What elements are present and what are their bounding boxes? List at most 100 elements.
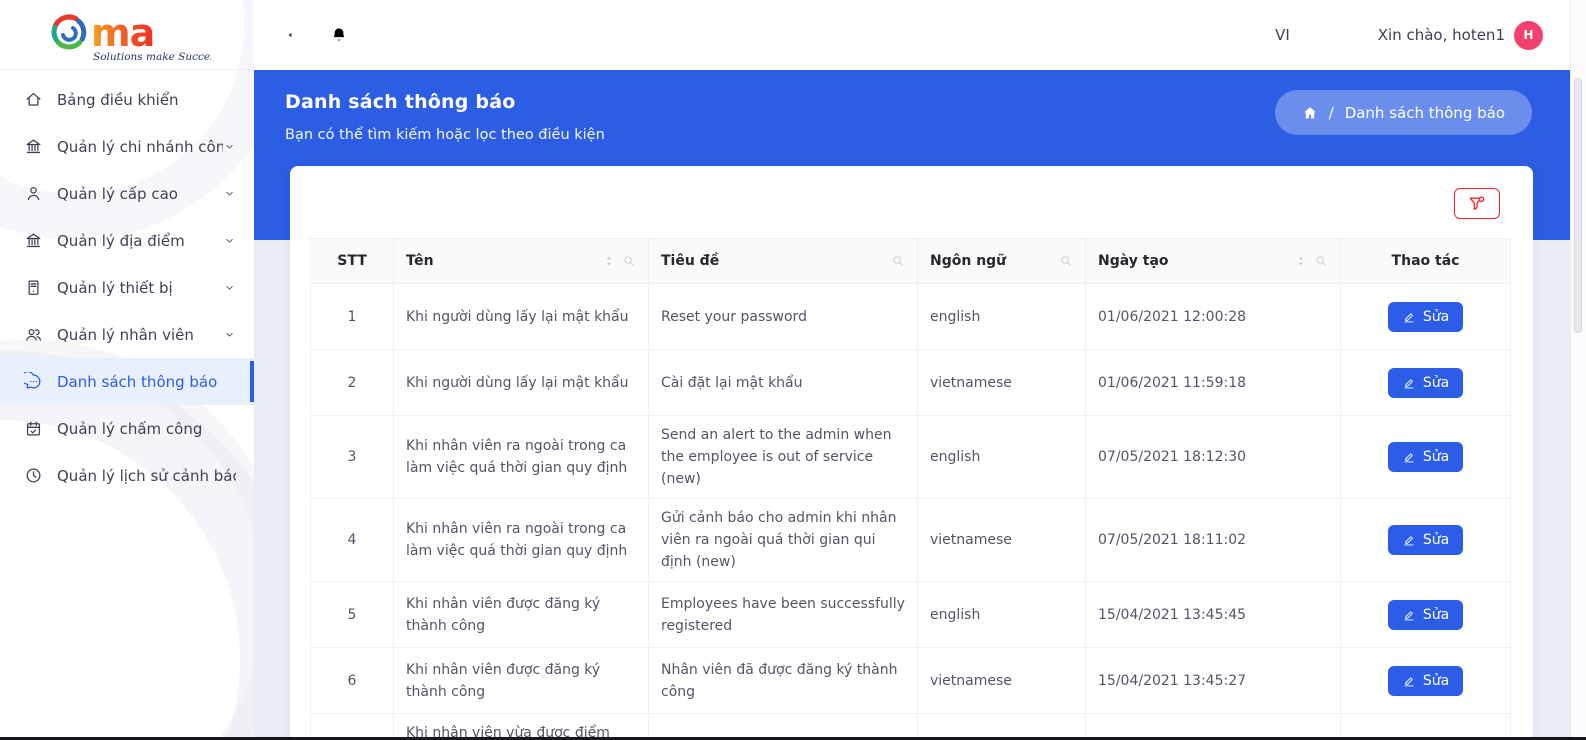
logo-tagline: Solutions make Success	[93, 51, 211, 63]
cell-name: Khi nhân viên được đăng ký thành công	[393, 581, 649, 648]
avatar[interactable]: H	[1514, 20, 1543, 50]
logo-text: ma	[91, 11, 154, 55]
chevron-down-icon	[223, 187, 236, 200]
cell-actions: Sửa	[1340, 415, 1511, 499]
breadcrumb-separator: /	[1328, 103, 1334, 122]
cell-title: Gửi cảnh báo cho admin khi nhân viên ra …	[648, 498, 918, 582]
page-subtitle: Bạn có thể tìm kiếm hoặc lọc theo điều k…	[285, 127, 605, 143]
table-header-row: STT Tên Tiêu đề Ngôn ngữ Ngày tạo Thao tác	[310, 238, 1511, 284]
sidebar: ma Solutions make Success Bảng điều khiể…	[0, 0, 254, 740]
chevron-down-icon	[223, 281, 236, 294]
sidebar-item[interactable]: Quản lý địa điểm	[0, 217, 254, 264]
edit-button-label: Sửa	[1422, 672, 1450, 689]
cell-language: english	[917, 415, 1086, 499]
cell-name: Khi nhân viên được đăng ký thành công	[393, 647, 649, 714]
user-greeting[interactable]: Xin chào, hoten1	[1377, 26, 1505, 44]
table-row: 2 Khi người dùng lấy lại mật khẩu Cài đặt …	[310, 349, 1511, 416]
sidebar-item-label: Quản lý lịch sử cảnh báo	[57, 466, 236, 485]
column-header: STT	[310, 238, 394, 284]
column-label: Tiêu đề	[661, 253, 720, 269]
cell-created: 07/05/2021 18:12:30	[1085, 415, 1341, 499]
sidebar-item[interactable]: Bảng điều khiển	[0, 76, 254, 123]
cell-created: 07/05/2021 18:11:02	[1085, 498, 1341, 582]
cell-language: vietnamese	[917, 647, 1086, 714]
home-icon	[1302, 105, 1318, 121]
column-label: Ngày tạo	[1098, 253, 1169, 269]
sidebar-item[interactable]: Quản lý cấp cao	[0, 170, 254, 217]
sidebar-item[interactable]: Quản lý chấm công	[0, 405, 254, 452]
clock-icon	[24, 466, 43, 485]
table-row: 3 Khi nhân viên ra ngoài trong ca làm việ…	[310, 415, 1511, 499]
language-switcher[interactable]: VI	[1275, 26, 1290, 44]
cell-language: english	[917, 581, 1086, 648]
column-header[interactable]: Ngày tạo	[1085, 238, 1341, 284]
sidebar-item-label: Quản lý chấm công	[57, 419, 203, 438]
sidebar-item[interactable]: Quản lý chi nhánh công ty	[0, 123, 254, 170]
sort-icon	[1294, 254, 1308, 268]
column-label: Thao tác	[1391, 253, 1460, 269]
cell-stt: 2	[310, 349, 394, 416]
team-icon	[24, 325, 43, 344]
cell-created: 15/04/2021 13:45:27	[1085, 647, 1341, 714]
column-header[interactable]: Tiêu đề	[648, 238, 918, 284]
cell-title: Reset your password	[648, 283, 918, 350]
sidebar-item-label: Quản lý nhân viên	[57, 325, 194, 344]
table-row: 5 Khi nhân viên được đăng ký thành công Em…	[310, 581, 1511, 648]
user-icon	[24, 184, 43, 203]
sidebar-item[interactable]: Quản lý thiết bị	[0, 264, 254, 311]
brand-logo[interactable]: ma Solutions make Success	[0, 0, 254, 70]
cell-title: Send an alert to the admin when the empl…	[648, 415, 918, 499]
table-row: 4 Khi nhân viên ra ngoài trong ca làm việ…	[310, 498, 1511, 582]
search-icon	[891, 254, 905, 268]
table-row: 6 Khi nhân viên được đăng ký thành công Nh…	[310, 647, 1511, 714]
edit-button-label: Sửa	[1422, 374, 1450, 391]
edit-button[interactable]: Sửa	[1387, 665, 1464, 696]
sidebar-item-label: Bảng điều khiển	[57, 90, 179, 109]
breadcrumb[interactable]: / Danh sách thông báo	[1274, 90, 1532, 135]
edit-button[interactable]: Sửa	[1387, 599, 1464, 630]
table-body: 1 Khi người dùng lấy lại mật khẩu Reset yo…	[310, 283, 1511, 740]
scrollbar-track	[1570, 0, 1586, 740]
cell-actions: Sửa	[1340, 713, 1511, 740]
edit-button-label: Sửa	[1422, 308, 1450, 325]
cell-title: Employees have been successfully registe…	[648, 581, 918, 648]
bell-icon[interactable]	[329, 25, 349, 45]
sidebar-item[interactable]: Quản lý lịch sử cảnh báo	[0, 452, 254, 499]
cell-created: 01/06/2021 12:00:28	[1085, 283, 1341, 350]
sidebar-item[interactable]: Danh sách thông báo	[0, 358, 254, 405]
clear-filter-button[interactable]	[1454, 188, 1500, 219]
edit-button[interactable]: Sửa	[1387, 301, 1464, 332]
cell-stt: 3	[310, 415, 394, 499]
breadcrumb-current: Danh sách thông báo	[1344, 103, 1505, 122]
column-header[interactable]: Tên	[393, 238, 649, 284]
column-header[interactable]: Ngôn ngữ	[917, 238, 1086, 284]
table-row: 1 Khi người dùng lấy lại mật khẩu Reset yo…	[310, 283, 1511, 350]
column-label: Ngôn ngữ	[930, 253, 1007, 269]
chevron-down-icon	[223, 328, 236, 341]
search-icon	[1059, 254, 1073, 268]
cell-created: 15/04/2021 13:44:35	[1085, 713, 1341, 740]
sidebar-item[interactable]: Quản lý nhân viên	[0, 311, 254, 358]
cell-stt: 6	[310, 647, 394, 714]
menu-fold-icon[interactable]	[285, 25, 305, 45]
cell-actions: Sửa	[1340, 647, 1511, 714]
cell-stt: 1	[310, 283, 394, 350]
edit-button[interactable]: Sửa	[1387, 442, 1464, 472]
cell-title: begin_log_in_send_employee	[648, 713, 918, 740]
chevron-down-icon	[223, 234, 236, 247]
edit-icon	[1402, 533, 1416, 547]
edit-button[interactable]: Sửa	[1387, 367, 1464, 398]
message-icon	[24, 372, 43, 391]
scrollbar-thumb[interactable]	[1574, 78, 1582, 333]
cell-name: Khi nhân viên vừa được điểm danh,gửi thô…	[393, 713, 649, 740]
cell-stt: 5	[310, 581, 394, 648]
bank-icon	[24, 137, 43, 156]
cell-language: vietnamese	[917, 498, 1086, 582]
home-icon	[24, 90, 43, 109]
edit-button[interactable]: Sửa	[1387, 525, 1464, 555]
cell-name: Khi người dùng lấy lại mật khẩu	[393, 349, 649, 416]
